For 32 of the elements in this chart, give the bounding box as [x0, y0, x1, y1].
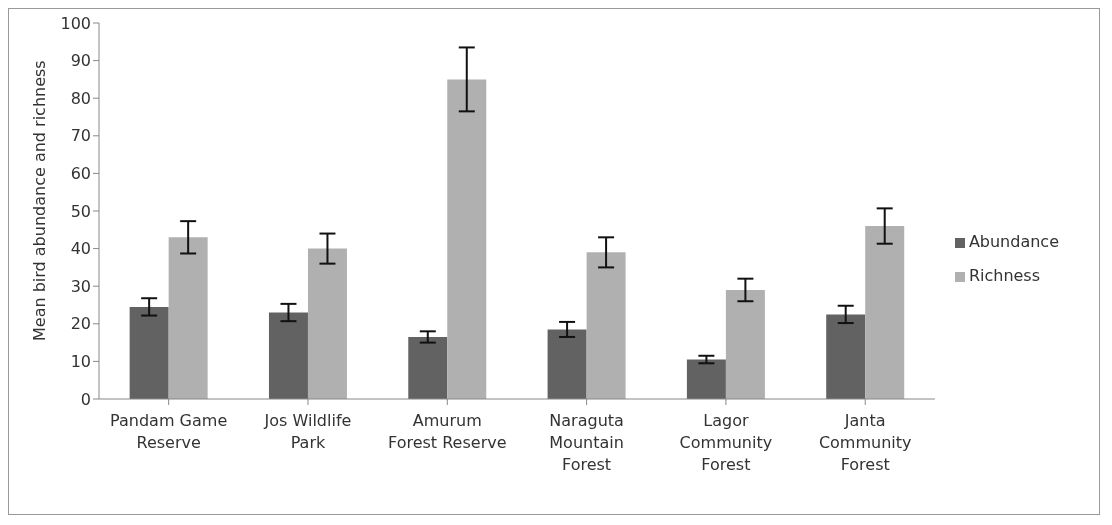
y-tick-label: 30 — [70, 276, 91, 296]
y-tick-label: 20 — [70, 314, 91, 334]
bar — [686, 359, 726, 399]
bar — [129, 306, 169, 399]
y-tick-label: 70 — [70, 126, 91, 146]
bar — [865, 226, 905, 399]
y-tick-label: 90 — [70, 51, 91, 71]
legend-label: Richness — [968, 266, 1041, 285]
legend-label: Abundance — [968, 232, 1059, 251]
y-axis-title: Mean bird abundance and richness — [29, 60, 49, 341]
x-tick-label: Janta Community Forest — [818, 411, 912, 475]
x-tick-label: Amurum Forest Reserve — [388, 411, 507, 453]
y-tick-label: 40 — [70, 239, 91, 259]
bar — [447, 79, 487, 399]
bar — [586, 252, 626, 399]
bar — [725, 289, 765, 399]
bar — [826, 314, 866, 399]
x-tick-label: Jos Wildlife Park — [263, 411, 352, 453]
bar — [307, 248, 347, 399]
x-tick-label: Naraguta Mountain Forest — [549, 411, 624, 475]
bar — [268, 312, 308, 399]
x-tick-label: Lagor Community Forest — [679, 411, 773, 475]
bar — [547, 329, 587, 399]
bar — [168, 237, 208, 399]
y-tick-label: 80 — [70, 88, 91, 108]
y-tick-label: 50 — [70, 201, 91, 221]
y-tick-label: 100 — [60, 13, 91, 33]
y-tick-label: 0 — [80, 389, 91, 409]
bar — [408, 336, 448, 399]
y-tick-label: 10 — [70, 352, 91, 372]
x-tick-label: Pandam Game Reserve — [110, 411, 228, 453]
y-tick-label: 60 — [70, 164, 91, 184]
